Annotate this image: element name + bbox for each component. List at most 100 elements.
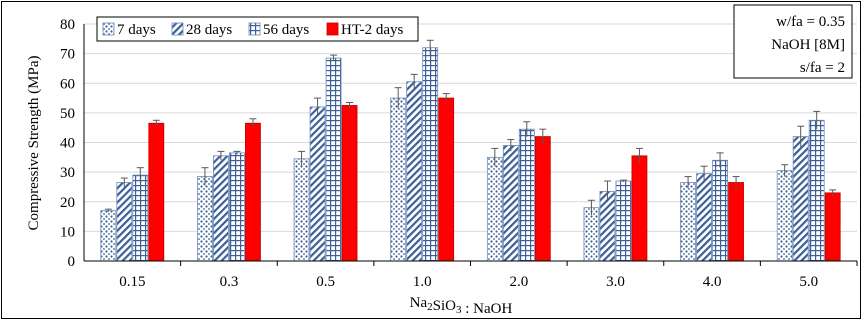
legend-swatch — [102, 22, 115, 36]
bar — [422, 47, 439, 262]
y-tick-label: 40 — [60, 136, 75, 152]
error-bar — [426, 39, 434, 56]
annotation-text: s/fa = 2 — [800, 60, 845, 76]
bar — [712, 159, 728, 262]
x-tick-label: 3.0 — [606, 274, 625, 290]
bar — [518, 128, 535, 262]
error-bar — [394, 87, 402, 109]
bar — [824, 192, 841, 262]
y-tick-label: 30 — [60, 165, 75, 181]
error-bar — [700, 165, 708, 182]
x-tick-label: 4.0 — [703, 274, 722, 290]
bar — [406, 81, 423, 262]
x-tick-label: 0.5 — [316, 274, 335, 290]
bar — [293, 158, 310, 262]
annotation-box: w/fa = 0.35 NaOH [8M] s/fa = 2 — [733, 4, 853, 79]
error-bar — [249, 118, 257, 128]
bar — [148, 122, 165, 262]
y-tick-label: 70 — [60, 47, 75, 63]
bar — [808, 119, 825, 262]
error-bar — [539, 128, 547, 144]
annotation-text: NaOH [8M] — [771, 37, 845, 53]
legend-item: 28 days — [171, 22, 232, 38]
bar — [583, 207, 600, 262]
error-bar — [410, 73, 418, 90]
bar — [325, 57, 342, 262]
legend-swatch — [248, 22, 261, 36]
y-tick-label: 0 — [68, 254, 76, 270]
error-bar — [346, 102, 354, 109]
tick-labels: 0 10 20 30 40 50 60 70 80 0.15 0.3 0.5 1.0 2.0 3.0 4.0 5… — [60, 17, 818, 290]
bar — [502, 145, 519, 262]
y-tick-label: 50 — [60, 106, 75, 122]
bar — [229, 152, 245, 262]
error-bar — [120, 177, 128, 187]
error-bar — [442, 93, 450, 103]
bar — [776, 170, 793, 262]
error-bar — [587, 199, 595, 216]
legend-item: 56 days — [248, 22, 309, 38]
legend-label: 28 days — [186, 22, 232, 38]
bar — [615, 180, 632, 262]
bar — [132, 174, 149, 262]
y-tick-label: 80 — [60, 17, 75, 33]
bar — [728, 182, 744, 262]
x-tick-label: 5.0 — [799, 274, 818, 290]
error-bar — [635, 147, 643, 164]
bar — [696, 173, 712, 262]
error-bar — [104, 208, 112, 213]
annotation-frame — [733, 4, 853, 79]
error-bar — [797, 125, 805, 147]
bar — [792, 136, 809, 262]
bar — [680, 182, 696, 262]
bar — [599, 190, 616, 262]
error-bar — [813, 110, 821, 130]
x-tick-label: 2.0 — [509, 274, 528, 290]
legend-label: 56 days — [263, 22, 309, 38]
bar — [213, 155, 229, 262]
x-tick-label: 1.0 — [413, 274, 432, 290]
bar — [116, 182, 133, 262]
error-bar — [233, 150, 241, 155]
bar — [245, 122, 261, 262]
error-bar — [152, 119, 160, 127]
error-bar — [603, 180, 611, 202]
bar — [197, 176, 213, 262]
error-bar — [217, 150, 225, 161]
bar — [341, 105, 358, 262]
y-axis-label: Compressive Strength (MPa) — [26, 56, 42, 231]
bar — [309, 106, 326, 262]
error-bar — [314, 97, 322, 116]
bar — [100, 210, 117, 262]
error-bar — [330, 54, 338, 62]
error-bar — [507, 139, 515, 152]
legend-item: HT-2 days — [326, 22, 404, 38]
error-bar — [201, 167, 209, 186]
legend-label: 7 days — [117, 22, 156, 38]
legend-label: HT-2 days — [341, 22, 404, 38]
bar — [534, 136, 551, 262]
axes — [83, 24, 858, 266]
y-tick-label: 10 — [60, 224, 75, 240]
bars — [100, 39, 841, 262]
error-bar — [523, 121, 531, 137]
y-tick-label: 60 — [60, 76, 75, 92]
legend: 7 days 28 days 56 days HT-2 days — [96, 16, 419, 42]
bar — [438, 97, 455, 262]
legend-swatch — [171, 22, 184, 36]
x-axis-label: Na2SiO3 : NaOH — [410, 295, 513, 317]
annotation-text: w/fa = 0.35 — [776, 14, 845, 30]
error-bar — [829, 189, 837, 196]
bar — [486, 156, 503, 262]
error-bar — [136, 167, 144, 183]
bar — [390, 97, 407, 262]
legend-item: 7 days — [102, 22, 156, 38]
y-tick-label: 20 — [60, 195, 75, 211]
error-bar — [298, 150, 306, 167]
x-tick-label: 0.3 — [220, 274, 239, 290]
error-bar — [684, 176, 692, 189]
bar — [631, 155, 648, 262]
x-tick-label: 0.15 — [119, 274, 145, 290]
